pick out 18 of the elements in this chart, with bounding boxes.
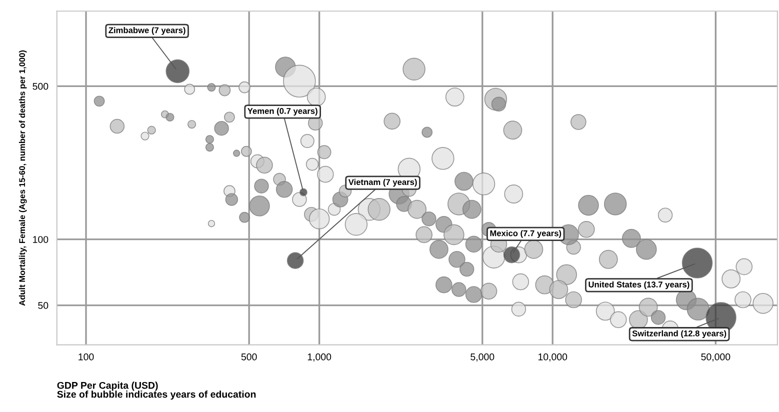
x-axis-title: GDP Per Capita (USD) (57, 382, 158, 391)
y-axis-title: Adult Mortality, Female (Ages 15-60, number of deaths per 1,000) (18, 50, 27, 306)
y-tick-label: 100 (33, 236, 48, 243)
x-tick-label: 5,000 (470, 353, 494, 362)
annotation: United States (13.7 years) (588, 281, 690, 290)
text: Size of bubble indicates years of education (57, 390, 256, 400)
x-tick-label: 1,000 (308, 353, 332, 362)
annotation: Mexico (7.7 years) (490, 230, 562, 238)
x-tick-label: 100 (78, 353, 94, 360)
x-tick-label: 500 (241, 353, 257, 360)
y-tick-label: 50 (38, 302, 48, 309)
annotation: Zimbabwe (7 years) (108, 27, 186, 35)
x-tick-label: 10,000 (538, 353, 568, 362)
annotation: Switzerland (12.8 years) (632, 330, 726, 338)
x-tick-label: 50,000 (701, 353, 730, 362)
annotation: Vietnam (7 years) (348, 178, 417, 187)
annotation: Yemen (0.7 years) (248, 108, 318, 116)
y-tick-label: 500 (32, 82, 48, 90)
